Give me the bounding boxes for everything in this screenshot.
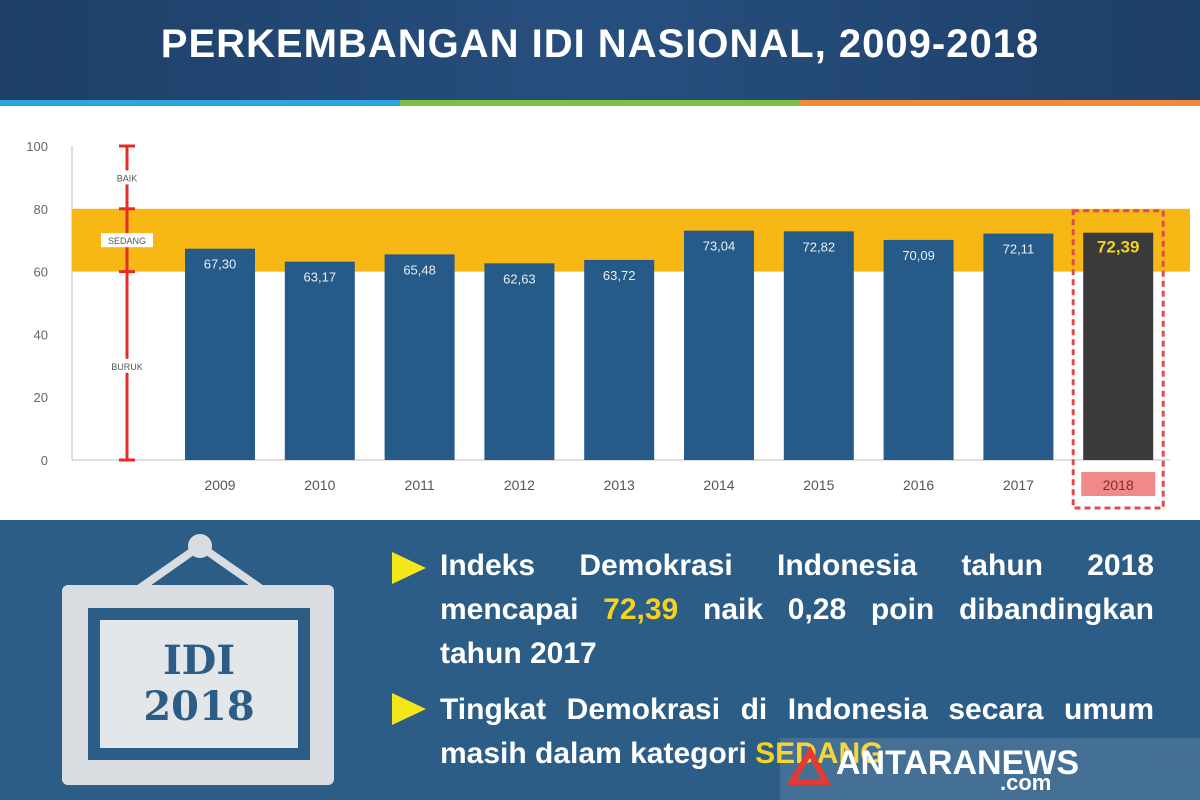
bar-value-label: 70,09 <box>902 248 935 263</box>
scale-label-bg <box>101 358 153 373</box>
x-tick-label: 2014 <box>703 477 734 493</box>
sign-line-2: 2018 <box>143 683 255 730</box>
x-tick-label: 2010 <box>304 477 335 493</box>
bar-2018 <box>1083 232 1154 460</box>
bar-value-label: 72,82 <box>803 239 836 254</box>
x-tick-label: 2017 <box>1003 477 1034 493</box>
bar-2011 <box>384 254 455 460</box>
frame-hanger-icon <box>137 534 263 590</box>
y-tick-label: 40 <box>34 327 48 342</box>
scale-label-bg <box>101 170 153 185</box>
y-tick-label: 0 <box>41 453 48 468</box>
y-tick-label: 20 <box>34 390 48 405</box>
x-tick-label: 2009 <box>204 477 235 493</box>
page-title: PERKEMBANGAN IDI NASIONAL, 2009-2018 <box>160 22 1040 66</box>
antaranews-watermark <box>780 738 1200 800</box>
bar-value-label: 63,72 <box>603 268 636 283</box>
bar-value-label: 63,17 <box>304 270 337 285</box>
bar-value-label: 72,39 <box>1097 238 1140 257</box>
bar-2017 <box>983 233 1054 460</box>
watermark-text: ANTARANEWS <box>836 744 1080 782</box>
accent-stripe-blue <box>0 100 400 106</box>
x-tick-label: 2015 <box>803 477 834 493</box>
scale-label-buruk: BURUK <box>111 362 143 372</box>
bullet-1-text-end: naik 0,28 poin dibandingkan tahun 2017 <box>440 593 1154 670</box>
y-tick-label: 100 <box>26 139 48 154</box>
sign-line-1: IDI <box>162 637 236 684</box>
bar-2016 <box>883 239 954 460</box>
bar-value-label: 65,48 <box>403 262 436 277</box>
highlight-box <box>1071 209 1165 510</box>
idi-bar-chart: 0 20 40 60 80 100 BAIK SEDANG BURUK 67,30 2009 63,1… <box>26 139 1190 510</box>
bar-value-label: 72,11 <box>1003 242 1035 257</box>
bullet-text-1: Indeks Demokrasi Indonesia tahun 2018 me… <box>440 544 1154 676</box>
bullet-arrow-icon <box>392 693 426 725</box>
bullet-1-highlight: 72,39 <box>603 593 679 626</box>
scale-label-sedang: SEDANG <box>108 236 146 246</box>
bar-value-label: 62,63 <box>503 271 536 286</box>
bar-2010 <box>284 261 355 460</box>
accent-stripe-green <box>400 100 800 106</box>
idi-2018-sign: IDI 2018 <box>100 620 298 748</box>
bar-2014 <box>684 230 754 460</box>
header-banner: PERKEMBANGAN IDI NASIONAL, 2009-2018 <box>0 0 1200 100</box>
y-tick-label: 80 <box>34 202 48 217</box>
x-tick-label: 2016 <box>903 477 934 493</box>
bar-2012 <box>484 263 555 460</box>
highlight-year-bg <box>1081 472 1156 496</box>
bar-2009 <box>185 248 255 460</box>
bar-value-label: 67,30 <box>204 257 237 272</box>
antara-logo-icon <box>786 745 831 785</box>
x-tick-label: 2018 <box>1103 477 1134 493</box>
x-tick-label: 2011 <box>405 477 435 493</box>
bullet-2-text: Tingkat Demokrasi di Indonesia secara um… <box>440 693 1154 770</box>
x-tick-label: 2012 <box>504 477 535 493</box>
bullet-text-2: Tingkat Demokrasi di Indonesia secara um… <box>440 688 1154 776</box>
scale-label-baik: BAIK <box>117 173 138 183</box>
bullet-1-text: Indeks Demokrasi Indonesia tahun 2018 me… <box>440 549 1154 626</box>
bullet-arrow-icon <box>392 552 426 584</box>
scale-label-bg <box>101 233 153 248</box>
bar-2013 <box>584 259 655 460</box>
accent-stripe-orange <box>800 100 1200 106</box>
x-tick-label: 2013 <box>604 477 635 493</box>
y-tick-label: 60 <box>34 265 48 280</box>
bar-value-label: 73,04 <box>703 239 736 254</box>
bar-2015 <box>783 231 854 460</box>
watermark-suffix: .com <box>1000 770 1052 795</box>
